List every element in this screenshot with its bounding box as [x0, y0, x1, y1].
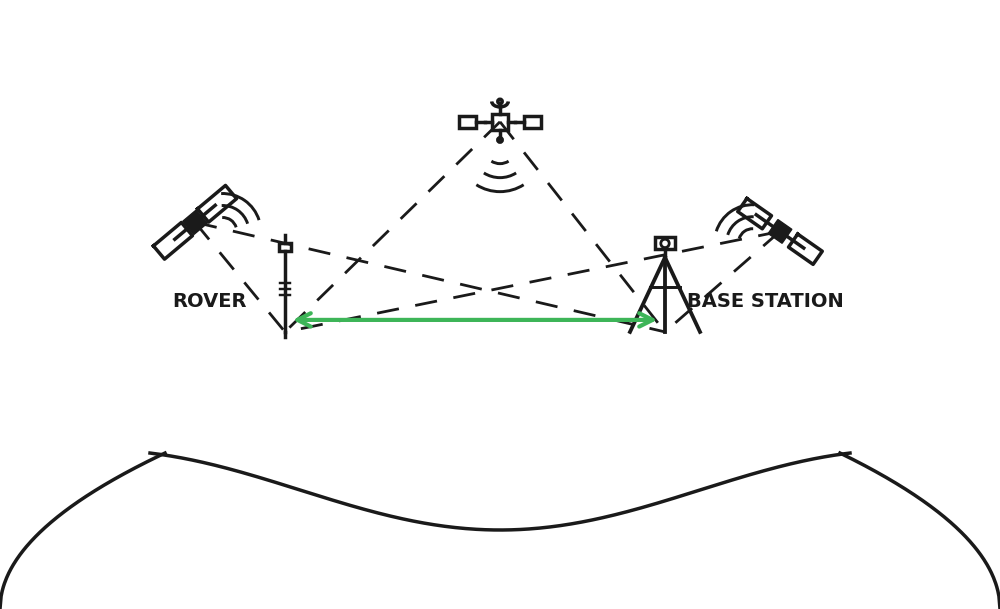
Bar: [459, 116, 476, 128]
Text: BASE STATION: BASE STATION: [687, 292, 843, 311]
Polygon shape: [768, 220, 792, 243]
Polygon shape: [183, 210, 207, 234]
Text: ROVER: ROVER: [173, 292, 247, 311]
Bar: [524, 116, 541, 128]
Bar: [279, 243, 291, 251]
Bar: [492, 113, 508, 130]
Bar: [655, 238, 675, 250]
